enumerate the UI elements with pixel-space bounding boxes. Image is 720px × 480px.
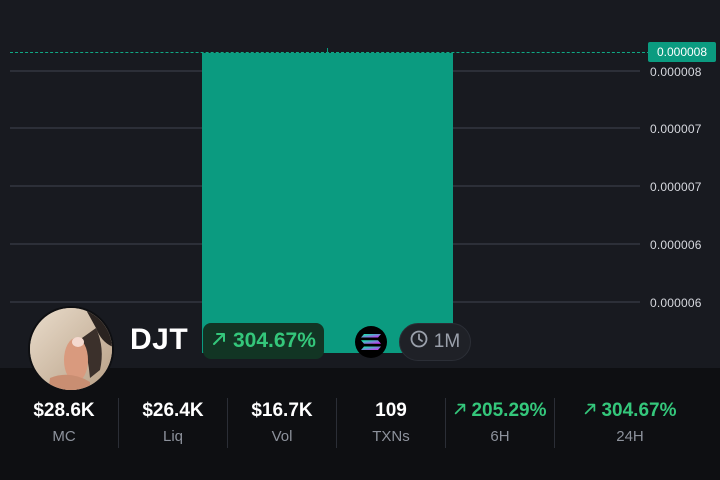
- stat-label: Vol: [271, 428, 293, 445]
- arrow-up-right-icon: [583, 398, 597, 424]
- stat-label: TXNs: [372, 428, 410, 445]
- interval-label: 1M: [433, 331, 461, 352]
- stat-transactions: 109 TXNs: [337, 398, 446, 448]
- stat-change-6h: 205.29% 6H: [446, 398, 555, 448]
- avatar-image: [30, 308, 112, 390]
- stat-volume: $16.7K Vol: [228, 398, 337, 448]
- stat-value: 205.29%: [453, 398, 547, 424]
- token-symbol: DJT: [130, 323, 189, 356]
- clock-icon: [410, 330, 428, 354]
- token-avatar[interactable]: [28, 306, 114, 392]
- stat-market-cap: $28.6K MC: [10, 398, 119, 448]
- stat-change-value: 205.29%: [471, 400, 547, 421]
- candle-body[interactable]: [202, 53, 453, 353]
- price-change-value: 304.67%: [233, 329, 316, 352]
- stat-value: $28.6K: [33, 400, 95, 421]
- y-tick-label: 0.000006: [650, 238, 702, 252]
- stat-label: Liq: [162, 428, 184, 445]
- stat-change-value: 304.67%: [601, 400, 677, 421]
- stat-value: $26.4K: [142, 400, 204, 421]
- current-price-line: [10, 52, 650, 53]
- y-tick-label: 0.000006: [650, 296, 702, 310]
- stat-label: MC: [52, 428, 76, 445]
- stats-row: $28.6K MC $26.4K Liq $16.7K Vol 109 TXNs…: [10, 398, 710, 448]
- candle-wick: [327, 48, 328, 54]
- y-tick-label: 0.000007: [650, 122, 702, 136]
- arrow-up-right-icon: [211, 329, 227, 353]
- price-change-badge: 304.67%: [203, 323, 324, 359]
- stat-change-24h: 304.67% 24H: [555, 398, 705, 448]
- solana-icon[interactable]: [355, 326, 387, 358]
- stat-label: 24H: [616, 428, 644, 445]
- stat-label: 6H: [490, 428, 510, 445]
- y-tick-label: 0.000008: [650, 65, 702, 79]
- current-price-tag: 0.000008: [648, 42, 716, 62]
- arrow-up-right-icon: [453, 398, 467, 424]
- stat-value: 109: [375, 400, 407, 421]
- stat-liquidity: $26.4K Liq: [119, 398, 228, 448]
- stats-panel: [0, 368, 720, 480]
- stat-value: $16.7K: [251, 400, 313, 421]
- y-tick-label: 0.000007: [650, 180, 702, 194]
- stat-value: 304.67%: [583, 398, 677, 424]
- interval-selector[interactable]: 1M: [399, 323, 471, 361]
- price-chart[interactable]: 0.000008 0.000007 0.000007 0.000006 0.00…: [0, 0, 720, 368]
